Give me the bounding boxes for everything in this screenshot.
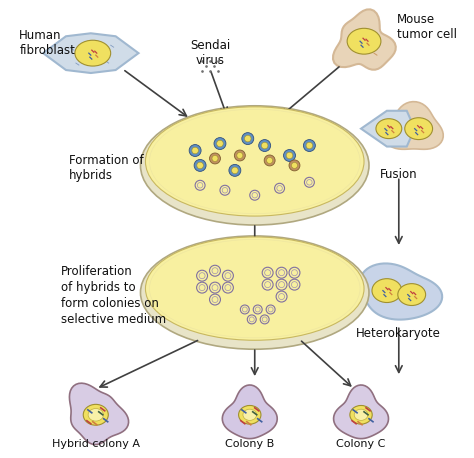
Circle shape <box>189 145 201 157</box>
Ellipse shape <box>75 40 110 66</box>
Circle shape <box>292 163 298 169</box>
Circle shape <box>286 152 293 159</box>
Ellipse shape <box>405 118 433 140</box>
Circle shape <box>306 142 313 149</box>
Polygon shape <box>334 385 389 439</box>
Circle shape <box>214 137 226 149</box>
Ellipse shape <box>350 405 372 424</box>
Ellipse shape <box>243 409 256 420</box>
Circle shape <box>259 140 271 152</box>
Text: Sendai
virus: Sendai virus <box>190 39 230 67</box>
Polygon shape <box>222 385 277 439</box>
Ellipse shape <box>146 237 364 340</box>
Circle shape <box>267 158 273 164</box>
Circle shape <box>229 164 241 176</box>
Ellipse shape <box>140 236 369 349</box>
Ellipse shape <box>398 284 426 305</box>
Circle shape <box>303 140 315 152</box>
Circle shape <box>232 167 238 174</box>
Circle shape <box>212 155 218 162</box>
Polygon shape <box>69 383 128 445</box>
Ellipse shape <box>372 278 402 303</box>
Ellipse shape <box>140 106 369 225</box>
Circle shape <box>192 147 199 154</box>
Text: Fusion: Fusion <box>380 169 418 181</box>
Polygon shape <box>384 102 443 149</box>
Ellipse shape <box>88 409 103 421</box>
Text: Formation of
hybrids: Formation of hybrids <box>69 154 144 182</box>
Text: Hybrid colony A: Hybrid colony A <box>52 439 140 448</box>
Polygon shape <box>43 33 138 73</box>
Circle shape <box>217 140 223 147</box>
Ellipse shape <box>146 107 364 216</box>
Ellipse shape <box>83 404 108 425</box>
Polygon shape <box>333 9 396 70</box>
Ellipse shape <box>238 405 261 424</box>
Polygon shape <box>360 263 442 320</box>
Circle shape <box>289 160 300 171</box>
Text: Colony C: Colony C <box>337 439 386 448</box>
Circle shape <box>245 135 251 142</box>
Text: Human
fibroblast: Human fibroblast <box>19 29 75 57</box>
Ellipse shape <box>347 28 381 54</box>
Circle shape <box>242 133 254 145</box>
Text: Mouse
tumor cell: Mouse tumor cell <box>397 13 457 41</box>
Text: Heterokaryote: Heterokaryote <box>356 327 441 340</box>
Text: Proliferation
of hybrids to
form colonies on
selective medium: Proliferation of hybrids to form colonie… <box>61 265 166 326</box>
Polygon shape <box>361 111 415 147</box>
Circle shape <box>264 155 275 166</box>
Circle shape <box>234 150 246 161</box>
Circle shape <box>261 142 268 149</box>
Circle shape <box>197 162 203 169</box>
Ellipse shape <box>354 409 368 420</box>
Text: Colony B: Colony B <box>225 439 274 448</box>
Circle shape <box>237 153 243 158</box>
Ellipse shape <box>376 119 402 139</box>
Circle shape <box>210 153 220 164</box>
Circle shape <box>194 159 206 171</box>
Circle shape <box>283 149 295 161</box>
